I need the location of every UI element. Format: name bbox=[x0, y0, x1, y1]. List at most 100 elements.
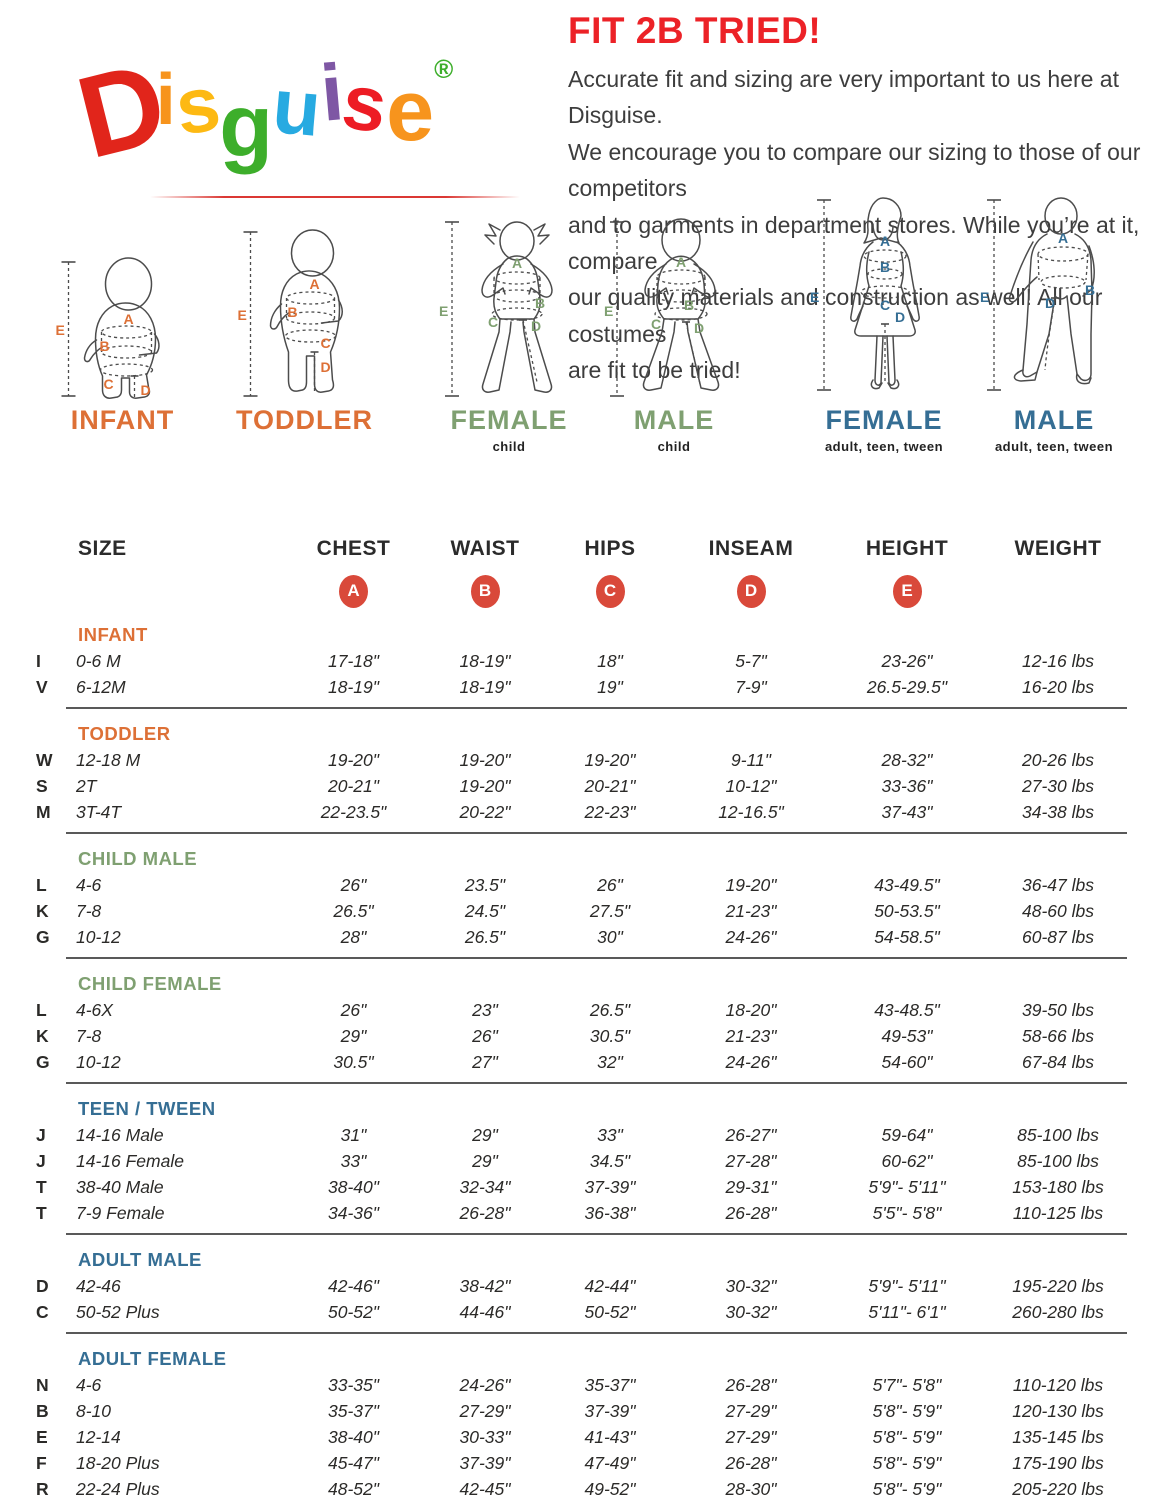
chest-cell: 38-40" bbox=[328, 1426, 379, 1447]
section-separator bbox=[28, 1226, 1133, 1241]
hips-cell: 26" bbox=[597, 874, 623, 895]
weight-cell: 260-280 lbs bbox=[1012, 1301, 1104, 1322]
table-row: L 4-6 26" 23.5" 26" 19-20" 43-49.5" 36-47 lbs bbox=[28, 872, 1133, 898]
hips-cell: 33" bbox=[597, 1124, 623, 1145]
hips-cell: 36-38" bbox=[584, 1202, 636, 1223]
logo-letter: i bbox=[155, 60, 176, 140]
row-code: K bbox=[36, 1025, 49, 1046]
weight-cell: 110-120 lbs bbox=[1012, 1374, 1104, 1395]
weight-cell: 205-220 lbs bbox=[1012, 1478, 1104, 1499]
size-cell: 8-10 bbox=[76, 1400, 112, 1421]
chest-cell: 35-37" bbox=[328, 1400, 379, 1421]
measure-letter-b: B bbox=[287, 304, 297, 320]
column-header-inseam: INSEAM bbox=[708, 537, 794, 560]
chest-cell: 31" bbox=[340, 1124, 367, 1145]
row-code: R bbox=[36, 1478, 49, 1499]
size-cell: 4-6 bbox=[76, 1374, 102, 1395]
waist-cell: 29" bbox=[472, 1150, 498, 1171]
table-row: J 14-16 Female 33" 29" 34.5" 27-28" 60-62" 85-1… bbox=[28, 1148, 1133, 1174]
measure-letter-b: B bbox=[1085, 282, 1095, 298]
male-adult-illustration: A B D E bbox=[980, 197, 1095, 391]
weight-cell: 58-66 lbs bbox=[1022, 1025, 1094, 1046]
female-adult-illustration: A B C D E bbox=[810, 197, 920, 391]
measure-letter-e: E bbox=[439, 303, 448, 319]
weight-cell: 85-100 lbs bbox=[1017, 1124, 1099, 1145]
waist-cell: 23.5" bbox=[464, 874, 506, 895]
chest-cell: 30.5" bbox=[333, 1051, 374, 1072]
inseam-cell: 24-26" bbox=[725, 926, 777, 947]
figure-male-adult: A B D E MALE adult, teen, tween bbox=[960, 197, 1148, 460]
hips-cell: 20-21" bbox=[584, 775, 636, 796]
size-table: SIZE CHEST WAIST HIPS INSEAM HEIGHT WEIG… bbox=[28, 532, 1133, 1500]
waist-cell: 26-28" bbox=[459, 1202, 511, 1223]
chest-cell: 22-23.5" bbox=[320, 801, 387, 822]
inseam-cell: 19-20" bbox=[725, 874, 777, 895]
measure-letter-d: D bbox=[140, 382, 150, 398]
logo-underline bbox=[150, 196, 520, 198]
figure-sublabel: child bbox=[492, 439, 526, 454]
row-code: B bbox=[36, 1400, 49, 1421]
section-header: ADULT FEMALE bbox=[78, 1348, 227, 1369]
row-code: T bbox=[36, 1202, 47, 1223]
section-header: CHILD FEMALE bbox=[78, 973, 222, 994]
height-cell: 5'9"- 5'11" bbox=[868, 1275, 946, 1296]
row-code: F bbox=[36, 1452, 47, 1473]
column-header-size: SIZE bbox=[78, 537, 127, 560]
size-cell: 3T-4T bbox=[76, 801, 122, 822]
page-title: FIT 2B TRIED! bbox=[568, 10, 822, 51]
inseam-cell: 21-23" bbox=[725, 900, 777, 921]
intro-line: We encourage you to compare our sizing t… bbox=[568, 138, 1141, 202]
row-code: E bbox=[36, 1426, 48, 1447]
size-cell: 6-12M bbox=[76, 676, 126, 697]
measure-badge-c: C bbox=[595, 574, 625, 608]
row-code: D bbox=[36, 1275, 49, 1296]
waist-cell: 38-42" bbox=[459, 1275, 511, 1296]
measure-letter-e: E bbox=[604, 303, 613, 319]
weight-cell: 85-100 lbs bbox=[1017, 1150, 1099, 1171]
chest-cell: 26" bbox=[340, 999, 367, 1020]
chest-cell: 17-18" bbox=[328, 650, 379, 671]
logo-letter: s bbox=[169, 58, 226, 152]
chest-cell: 48-52" bbox=[328, 1478, 379, 1499]
weight-cell: 175-190 lbs bbox=[1012, 1452, 1104, 1473]
height-cell: 54-58.5" bbox=[874, 926, 940, 947]
figure-sublabel: adult, teen, tween bbox=[994, 439, 1114, 454]
row-code: L bbox=[36, 874, 47, 895]
table-row: W 12-18 M 19-20" 19-20" 19-20" 9-11" 28-32" 20-… bbox=[28, 747, 1133, 773]
weight-cell: 16-20 lbs bbox=[1022, 676, 1094, 697]
hips-cell: 26.5" bbox=[589, 999, 631, 1020]
section-separator bbox=[28, 1325, 1133, 1340]
logo-letter: g bbox=[219, 76, 273, 175]
inseam-cell: 30-32" bbox=[725, 1301, 777, 1322]
inseam-cell: 28-30" bbox=[725, 1478, 777, 1499]
section-separator bbox=[28, 1075, 1133, 1090]
chest-cell: 42-46" bbox=[328, 1275, 379, 1296]
table-row: K 7-8 29" 26" 30.5" 21-23" 49-53" 58-66 lbs bbox=[28, 1023, 1133, 1049]
height-cell: 5'11"- 6'1" bbox=[868, 1301, 946, 1322]
inseam-cell: 9-11" bbox=[731, 749, 771, 770]
measure-letter-c: C bbox=[320, 335, 330, 351]
figure-label: TODDLER bbox=[235, 405, 373, 435]
waist-cell: 24-26" bbox=[459, 1374, 511, 1395]
measure-letter-d: D bbox=[1045, 295, 1055, 311]
inseam-cell: 5-7" bbox=[735, 650, 767, 671]
inseam-cell: 10-12" bbox=[725, 775, 777, 796]
height-cell: 43-48.5" bbox=[874, 999, 940, 1020]
table-row: E 12-14 38-40" 30-33" 41-43" 27-29" 5'8"- 5'9"… bbox=[28, 1424, 1133, 1450]
row-code: C bbox=[36, 1301, 49, 1322]
chest-cell: 33-35" bbox=[328, 1374, 379, 1395]
row-code: K bbox=[36, 900, 49, 921]
figure-label: INFANT bbox=[70, 405, 175, 435]
figure-label: MALE bbox=[1013, 405, 1095, 435]
measure-letter-b: B bbox=[535, 295, 545, 311]
hips-cell: 27.5" bbox=[589, 900, 631, 921]
row-code: J bbox=[36, 1124, 46, 1145]
size-cell: 38-40 Male bbox=[76, 1176, 164, 1197]
chest-cell: 26" bbox=[340, 874, 367, 895]
row-code: S bbox=[36, 775, 48, 796]
weight-cell: 48-60 lbs bbox=[1022, 900, 1094, 921]
section-separator bbox=[28, 700, 1133, 715]
inseam-cell: 27-29" bbox=[725, 1426, 777, 1447]
row-code: V bbox=[36, 676, 48, 697]
measure-letter-b: B bbox=[99, 338, 109, 354]
